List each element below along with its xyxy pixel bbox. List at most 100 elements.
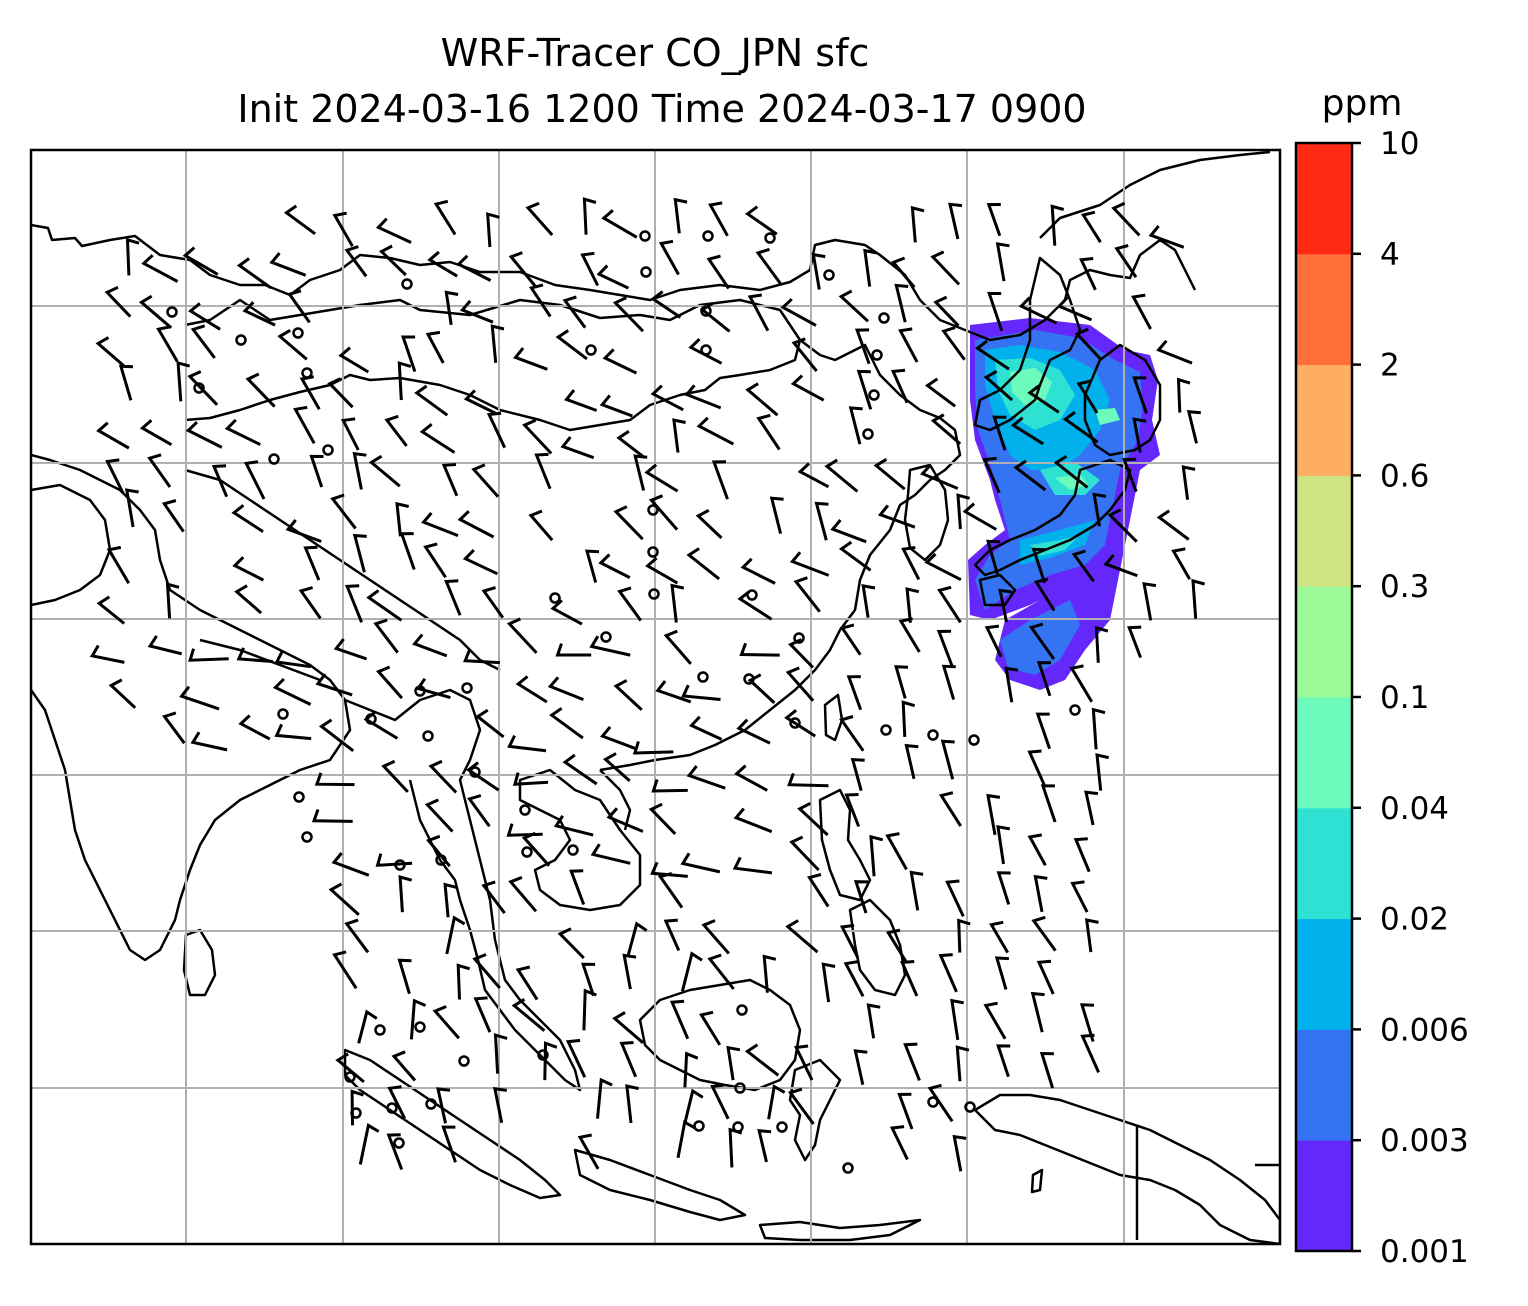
- wind-barb: [645, 556, 679, 585]
- wind-barb: [528, 509, 554, 542]
- wind-barb: [1148, 225, 1185, 249]
- wind-barb: [612, 296, 645, 333]
- wind-barb: [161, 499, 185, 533]
- calm-wind-marker: [393, 1137, 405, 1149]
- colorbar-segment: [1296, 918, 1352, 1030]
- calm-wind-marker: [702, 230, 714, 242]
- wind-barb: [626, 921, 648, 958]
- wind-barb: [846, 675, 863, 711]
- wind-barb: [327, 377, 354, 409]
- wind-barb: [737, 590, 773, 621]
- colorbar-tick-label: 0.1: [1380, 680, 1429, 716]
- calm-wind-marker: [648, 588, 660, 600]
- wind-barb: [811, 252, 826, 290]
- calm-wind-marker: [793, 632, 805, 644]
- wind-barb: [1091, 707, 1106, 750]
- wind-barb: [293, 405, 316, 445]
- wind-barb: [744, 1043, 780, 1077]
- wind-barb: [463, 389, 497, 415]
- wind-barb: [534, 452, 552, 490]
- calm-wind-marker: [746, 589, 758, 601]
- wind-barb: [740, 557, 776, 585]
- wind-barb: [821, 962, 836, 1003]
- wind-barb: [1122, 457, 1138, 493]
- wind-barb: [924, 377, 956, 408]
- wind-barb: [555, 329, 588, 361]
- wind-barb: [441, 1125, 457, 1163]
- wind-barb: [706, 254, 730, 290]
- wind-barb: [1156, 509, 1190, 541]
- wind-barb: [1071, 549, 1095, 583]
- wind-barb: [644, 463, 679, 493]
- wind-barb: [1069, 664, 1094, 703]
- wind-barb: [869, 834, 884, 877]
- wind-barb: [386, 1133, 404, 1171]
- wind-barb: [187, 370, 219, 406]
- wind-barb: [444, 579, 462, 616]
- wind-barb: [506, 617, 538, 654]
- colorbar-tick-label: 0.006: [1380, 1012, 1469, 1048]
- wind-barb: [739, 642, 780, 657]
- colorbar-ticks: 0.001 0.003 0.006 0.02 0.04 0.1 0.3 0.6 2 4 10: [1352, 126, 1469, 1270]
- wind-barb: [397, 361, 412, 401]
- wind-barb: [344, 918, 370, 954]
- wind-barb: [283, 204, 316, 236]
- wind-barb: [298, 586, 322, 620]
- wind-barb: [745, 382, 779, 417]
- wind-barb: [989, 920, 1009, 954]
- colorbar-tick-label: 0.04: [1380, 791, 1449, 827]
- wind-barb: [1004, 666, 1019, 703]
- wind-barb: [493, 1087, 507, 1124]
- wind-barb: [378, 244, 407, 277]
- wind-barb: [708, 201, 729, 237]
- calm-wind-marker: [461, 682, 473, 694]
- wind-barb: [243, 460, 266, 500]
- calm-wind-marker: [322, 444, 334, 456]
- wind-barb: [156, 325, 179, 363]
- wind-barb: [444, 290, 459, 326]
- wind-barb: [425, 330, 445, 364]
- wind-barb: [162, 711, 186, 745]
- calm-wind-marker: [736, 1004, 748, 1016]
- wind-barb: [125, 237, 140, 276]
- wind-barb: [358, 1123, 380, 1165]
- wind-barb: [945, 879, 965, 918]
- wind-barb: [650, 861, 688, 878]
- wind-barb: [780, 298, 817, 327]
- wind-barb: [564, 389, 598, 412]
- wind-barb: [459, 299, 494, 324]
- wind-barb: [839, 623, 862, 656]
- wind-barb: [528, 283, 552, 318]
- wind-barb: [1031, 547, 1047, 584]
- wind-barb: [850, 757, 865, 792]
- wind-barb: [373, 618, 399, 654]
- calm-wind-marker: [374, 1024, 386, 1036]
- wind-barb: [421, 512, 459, 537]
- wind-barb: [481, 586, 505, 619]
- wind-barb: [1114, 244, 1138, 279]
- calm-wind-marker: [789, 717, 801, 729]
- colorbar-segment: [1296, 807, 1352, 920]
- colorbar-segment: [1296, 143, 1352, 255]
- wind-barb: [1033, 577, 1056, 612]
- wind-barb: [962, 502, 998, 531]
- wind-barb: [580, 251, 600, 287]
- wind-barb: [1176, 377, 1191, 413]
- wind-barb: [473, 996, 492, 1033]
- wind-barb: [757, 1129, 772, 1163]
- wind-barb: [920, 463, 959, 490]
- wind-barb: [381, 759, 409, 793]
- wind-barb: [515, 675, 548, 704]
- wind-barb: [1084, 918, 1099, 953]
- wind-barb: [423, 542, 447, 579]
- wind-barb: [793, 576, 821, 613]
- wind-barb: [1080, 210, 1102, 244]
- wind-barb: [670, 583, 685, 623]
- wind-barb: [333, 638, 368, 661]
- wind-barb: [996, 1044, 1011, 1078]
- wind-barb: [232, 556, 265, 582]
- wind-barbs: [89, 197, 1205, 1174]
- wind-barb: [457, 510, 495, 539]
- wind-barb: [1132, 417, 1147, 453]
- wind-barb: [854, 328, 871, 365]
